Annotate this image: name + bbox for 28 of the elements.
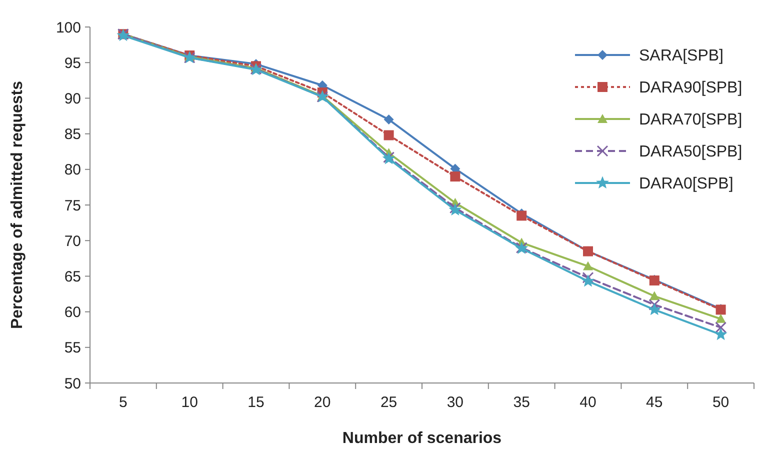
y-tick-label: 75 — [64, 197, 81, 214]
y-tick-label: 85 — [64, 126, 81, 144]
y-tick-label: 95 — [64, 54, 81, 72]
y-tick-label: 100 — [56, 19, 81, 36]
x-tick-label: 40 — [580, 394, 596, 411]
y-axis-title: Percentage of admitted requests — [9, 80, 26, 330]
y-tick-label: 55 — [64, 340, 81, 357]
y-tick-label: 60 — [64, 304, 81, 322]
x-tick-label: 10 — [181, 394, 198, 411]
x-tick-label: 25 — [380, 394, 398, 411]
x-tick-label: 30 — [446, 394, 464, 411]
legend-label: DARA70[SPB] — [639, 112, 742, 129]
y-tick-label: 90 — [64, 90, 81, 108]
legend-label: DARA0[SPB] — [639, 176, 734, 193]
y-tick-label: 50 — [64, 375, 81, 392]
legend-label: DARA50[SPB] — [639, 144, 742, 161]
x-tick-label: 50 — [712, 394, 730, 411]
y-tick-label: 65 — [64, 268, 81, 286]
x-tick-label: 45 — [646, 394, 663, 411]
legend-label: SARA[SPB] — [639, 48, 724, 65]
y-tick-label: 70 — [64, 232, 81, 250]
y-tick-label: 80 — [64, 162, 81, 179]
x-tick-label: 20 — [314, 394, 331, 411]
x-tick-label: 35 — [513, 394, 530, 411]
legend-label: DARA90[SPB] — [639, 80, 742, 97]
x-tick-label: 15 — [248, 394, 264, 411]
x-axis-title: Number of scenarios — [342, 430, 502, 447]
x-tick-label: 5 — [119, 394, 128, 411]
